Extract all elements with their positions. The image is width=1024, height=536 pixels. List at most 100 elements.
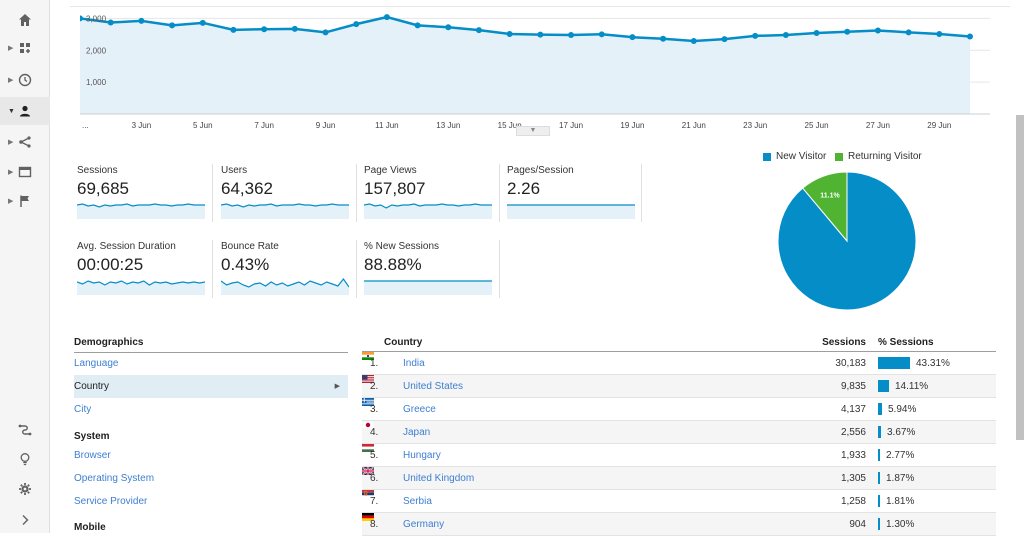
x-tick-label: 23 Jun [743,121,767,130]
sessions-data-point[interactable] [475,27,482,34]
sessions-data-point[interactable] [414,22,421,29]
country-link[interactable]: Greece [403,404,436,415]
sessions-data-point[interactable] [936,30,943,37]
sessions-data-point[interactable] [568,31,575,38]
sessions-data-point[interactable] [874,27,881,34]
pie-slice-new-visitor[interactable] [777,171,917,311]
sessions-data-point[interactable] [445,24,452,31]
attribution-nav-item[interactable] [0,416,50,444]
table-row[interactable]: 7. Serbia 1,258 1.81% [362,490,996,513]
sessions-data-point[interactable] [752,32,759,39]
sessions-data-point[interactable] [967,33,973,40]
audience-nav-item[interactable]: ▼ [0,97,50,125]
sessions-data-point[interactable] [506,30,513,37]
sessions-data-point[interactable] [322,29,329,36]
country-link[interactable]: Hungary [403,450,441,461]
country-link[interactable]: Japan [403,427,431,438]
metric-page-views[interactable]: Page Views 157,807 [364,165,500,219]
sessions-data-point[interactable] [905,29,912,36]
metric-sparkline [364,203,492,219]
sessions-data-point[interactable] [138,17,145,24]
metric-label: Sessions [77,165,118,176]
sessions-data-point[interactable] [199,19,206,26]
pie-slice-label: 11.1% [820,192,840,199]
table-row[interactable]: 1. India 30,183 43.31% [362,352,996,375]
metric-sessions[interactable]: Sessions 69,685 [77,165,213,219]
sessions-data-point[interactable] [844,28,851,35]
x-tick-label: 27 Jun [866,121,890,130]
sparkline-line [77,280,205,286]
sparkline-fill [507,205,635,219]
sessions-data-point[interactable] [230,26,237,33]
top-divider [70,6,1010,7]
expand-sidebar-button[interactable] [0,506,50,534]
discover-nav-item[interactable] [0,445,50,473]
metric-label: Pages/Session [507,165,574,176]
country-link[interactable]: United Kingdom [403,473,475,484]
sessions-data-point[interactable] [721,36,728,43]
behavior-nav-item[interactable]: ▶ [0,158,50,186]
sessions-data-point[interactable] [813,30,820,37]
dimension-link-operating-system[interactable]: Operating System [74,473,155,484]
pie-slice-returning-visitor[interactable] [801,171,848,243]
table-row[interactable]: 2. United States 9,835 14.11% [362,375,996,398]
pct-sessions-bar [878,357,910,369]
expand-caret-icon: ▶ [8,45,14,52]
table-row[interactable]: 3. Greece 4,137 5.94% [362,398,996,421]
pie-legend-new-visitor[interactable]: New Visitor [763,151,826,162]
metric-new-sessions[interactable]: % New Sessions 88.88% [364,241,500,295]
sessions-data-point[interactable] [537,31,544,38]
sessions-data-point[interactable] [261,26,268,33]
sessions-data-point[interactable] [383,14,390,21]
legend-label: New Visitor [776,151,827,162]
metric-divider [212,164,213,222]
home-nav-item[interactable] [0,6,50,34]
home-icon [19,14,31,26]
table-row[interactable]: 6. United Kingdom 1,305 1.87% [361,466,996,490]
metric-value: 0.43% [221,255,270,274]
table-row[interactable]: 4. Japan 2,556 3.67% [361,420,996,444]
page-scrollbar[interactable] [1016,115,1024,440]
pie-legend-returning-visitor[interactable]: Returning Visitor [835,151,922,162]
sessions-data-point[interactable] [598,31,605,38]
x-tick-label: 25 Jun [805,121,829,130]
country-link[interactable]: United States [403,381,464,392]
sessions-data-point[interactable] [107,19,114,26]
country-link[interactable]: India [403,358,425,369]
demographics-heading: Demographics [74,337,348,353]
country-link[interactable]: Serbia [403,496,432,507]
dimension-link-language[interactable]: Language [74,358,119,369]
realtime-nav-item[interactable]: ▶ [0,66,50,94]
chart-collapse-toggle[interactable]: ▼ [516,126,550,136]
sessions-column-header[interactable]: Sessions [822,337,866,348]
pie-slice-label: 88.9% [875,308,896,315]
metric-bounce-rate[interactable]: Bounce Rate 0.43% [221,241,357,295]
germany-flag-icon [362,513,374,521]
sessions-data-point[interactable] [291,25,298,32]
dimension-link-browser[interactable]: Browser [74,450,111,461]
metric-sparkline [77,280,205,295]
conversions-nav-item[interactable]: ▶ [0,187,50,215]
acquisition-nav-item[interactable]: ▶ [0,128,50,156]
sessions-data-point[interactable] [690,38,697,45]
country-link[interactable]: Germany [403,519,445,530]
admin-nav-item[interactable] [0,475,50,503]
table-row[interactable]: 5. Hungary 1,933 2.77% [362,444,996,467]
sessions-value: 1,305 [840,473,866,484]
metric-pages-per-session[interactable]: Pages/Session 2.26 [507,165,643,219]
serbia-flag-icon [362,490,374,498]
sessions-data-point[interactable] [80,15,83,22]
sessions-data-point[interactable] [782,31,789,38]
metric-avg-session-duration[interactable]: Avg. Session Duration 00:00:25 [77,241,213,295]
pct-sessions-value: 3.67% [887,427,916,438]
sessions-data-point[interactable] [169,22,176,29]
sessions-data-point[interactable] [353,21,360,28]
customization-nav-item[interactable]: ▶ [0,34,50,62]
sessions-data-point[interactable] [629,34,636,41]
metric-users[interactable]: Users 64,362 [221,165,357,219]
metric-sparkline [507,204,635,219]
dimension-link-service-provider[interactable]: Service Provider [74,496,148,507]
sessions-data-point[interactable] [660,35,667,42]
dimension-link-country[interactable]: Country ▶ [74,375,348,398]
dimension-link-city[interactable]: City [74,404,92,415]
